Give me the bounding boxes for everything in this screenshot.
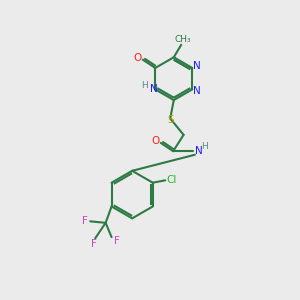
- Text: S: S: [167, 115, 173, 125]
- Text: O: O: [133, 52, 142, 63]
- Text: H: H: [142, 81, 148, 90]
- Text: O: O: [151, 136, 160, 146]
- Text: H: H: [202, 142, 208, 151]
- Text: N: N: [193, 61, 200, 71]
- Text: F: F: [114, 236, 120, 246]
- Text: F: F: [91, 239, 97, 249]
- Text: CH₃: CH₃: [174, 35, 191, 44]
- Text: N: N: [150, 84, 158, 94]
- Text: N: N: [195, 146, 202, 156]
- Text: Cl: Cl: [166, 175, 176, 185]
- Text: N: N: [193, 86, 200, 96]
- Text: F: F: [82, 216, 88, 226]
